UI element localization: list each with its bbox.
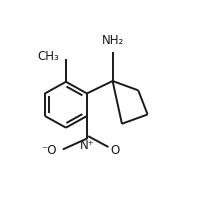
Text: NH₂: NH₂ [101,34,123,47]
Text: O: O [110,144,119,157]
Text: ⁻O: ⁻O [41,144,56,157]
Text: N⁺: N⁺ [79,139,94,152]
Text: CH₃: CH₃ [37,50,59,63]
